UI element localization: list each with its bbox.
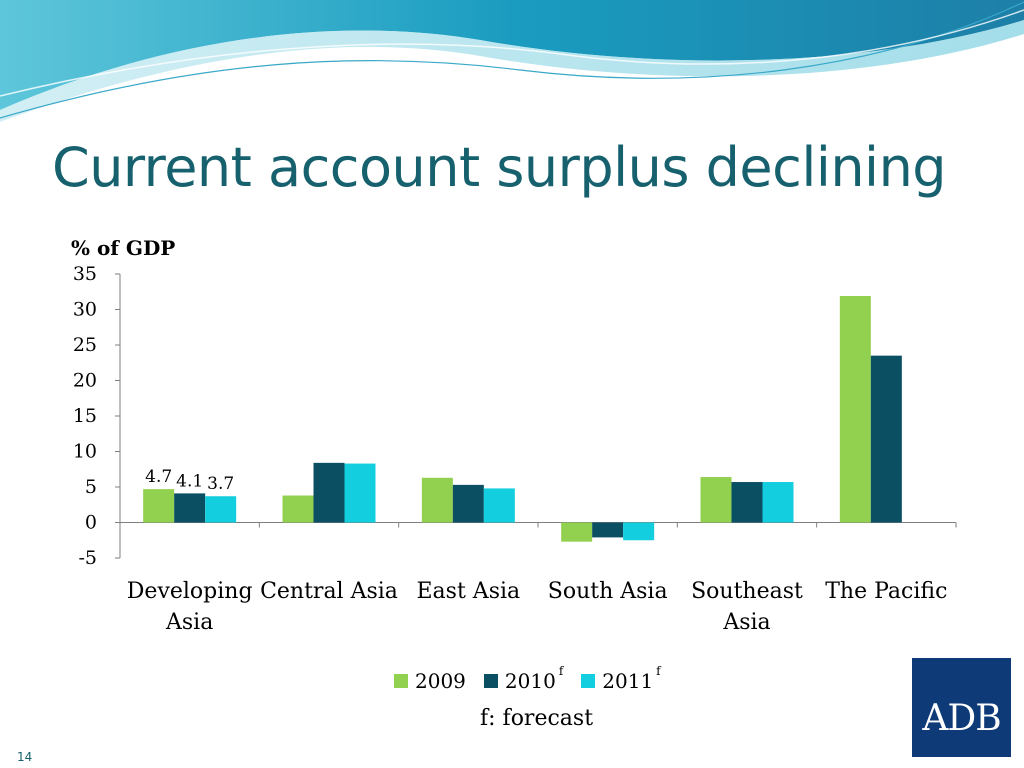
category-label: Central Asia bbox=[260, 579, 398, 604]
bar-2009-1 bbox=[282, 495, 314, 523]
legend-swatch-2009 bbox=[394, 674, 408, 688]
legend-swatch-2010 bbox=[483, 674, 498, 688]
category-label: Southeast bbox=[691, 579, 803, 604]
legend-sup-2011: f bbox=[656, 664, 661, 678]
bar-2011-3 bbox=[623, 522, 655, 541]
bar-2009-5 bbox=[839, 296, 871, 523]
legend-item-2009: 2009 bbox=[394, 669, 466, 693]
data-label: 4.1 bbox=[176, 471, 203, 491]
bar-2009-2 bbox=[421, 477, 453, 523]
adb-logo: ADB bbox=[912, 658, 1011, 757]
y-axis-label: % of GDP bbox=[71, 236, 175, 260]
y-tick-label: 5 bbox=[85, 476, 97, 498]
y-tick-label: 10 bbox=[73, 441, 97, 463]
slide-title: Current account surplus declining bbox=[52, 136, 947, 199]
data-label: 3.7 bbox=[207, 474, 234, 494]
bar-2010-2 bbox=[452, 484, 484, 523]
category-label: Developing bbox=[127, 579, 253, 604]
legend-label-2010: 2010 bbox=[504, 669, 556, 693]
y-tick-label: 15 bbox=[73, 405, 97, 427]
bar-2011-4 bbox=[762, 482, 794, 523]
y-tick-label: 20 bbox=[73, 370, 97, 392]
y-tick-label: 0 bbox=[85, 512, 97, 534]
category-label: Asia bbox=[722, 610, 770, 635]
bar-2010-3 bbox=[592, 522, 624, 538]
bar-2009-4 bbox=[700, 477, 732, 523]
category-label: East Asia bbox=[417, 579, 521, 604]
chart-legend: 2009 2010 f 2011 f bbox=[394, 664, 679, 696]
legend-label-2009: 2009 bbox=[415, 669, 466, 693]
category-label: Asia bbox=[165, 610, 213, 635]
y-tick-label: -5 bbox=[78, 547, 97, 569]
bar-2009-0 bbox=[143, 489, 175, 523]
y-tick-label: 35 bbox=[73, 263, 97, 285]
bar-2011-2 bbox=[483, 488, 515, 523]
bar-2009-3 bbox=[561, 522, 593, 542]
adb-logo-text: ADB bbox=[922, 698, 1001, 739]
legend-sup-2010: f bbox=[558, 664, 564, 678]
bar-2010-4 bbox=[731, 482, 763, 523]
y-tick-label: 25 bbox=[73, 334, 97, 356]
bar-2010-0 bbox=[174, 493, 206, 523]
legend-item-2010: 2010 f bbox=[483, 664, 563, 693]
legend-label-2011: 2011 bbox=[602, 669, 654, 693]
category-label: The Pacific bbox=[825, 579, 947, 604]
legend-item-2011: 2011 f bbox=[581, 664, 661, 693]
bar-2010-5 bbox=[870, 355, 902, 523]
bar-2010-1 bbox=[313, 462, 345, 523]
data-label: 4.7 bbox=[145, 467, 172, 487]
bar-2011-1 bbox=[344, 463, 376, 523]
bar-2011-0 bbox=[205, 496, 237, 523]
y-tick-label: 30 bbox=[73, 299, 97, 321]
legend-swatch-2011 bbox=[581, 674, 596, 688]
category-label: South Asia bbox=[548, 579, 668, 604]
forecast-footnote: f: forecast bbox=[480, 706, 594, 731]
slide-number: 14 bbox=[17, 750, 33, 764]
